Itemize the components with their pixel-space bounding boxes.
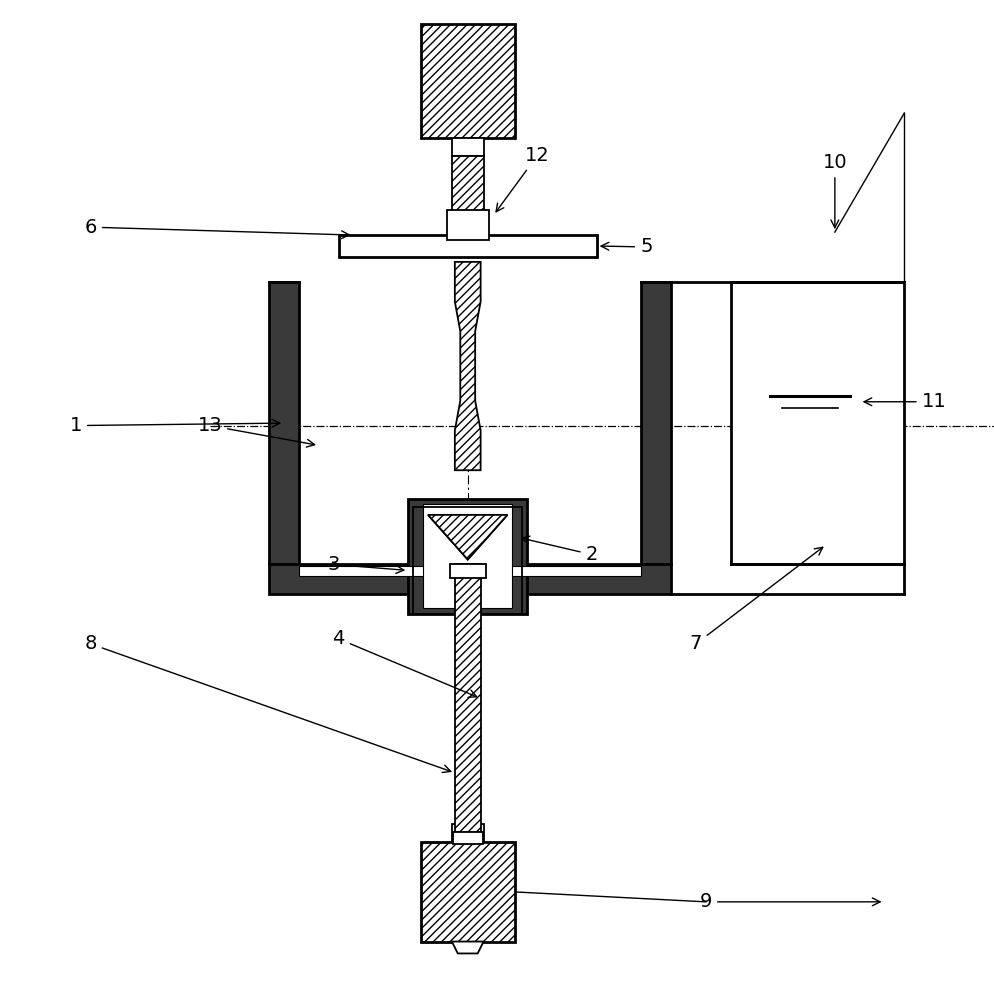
Bar xyxy=(269,564,671,594)
Polygon shape xyxy=(454,262,480,470)
Bar xyxy=(454,564,480,832)
Text: 8: 8 xyxy=(84,634,450,772)
Bar xyxy=(451,824,483,842)
Text: 5: 5 xyxy=(600,237,652,256)
Bar xyxy=(641,282,671,564)
Bar xyxy=(451,156,483,235)
Polygon shape xyxy=(451,942,483,953)
Polygon shape xyxy=(427,515,507,560)
Bar xyxy=(451,138,483,156)
Text: 6: 6 xyxy=(84,218,349,239)
Text: 3: 3 xyxy=(327,555,404,574)
Text: 11: 11 xyxy=(863,392,945,411)
Text: 10: 10 xyxy=(822,153,846,228)
Bar xyxy=(420,842,514,942)
Bar xyxy=(452,832,482,844)
Bar xyxy=(269,282,299,564)
Text: 12: 12 xyxy=(496,146,549,212)
Bar xyxy=(408,499,527,614)
Bar xyxy=(413,507,522,614)
Bar xyxy=(422,504,512,608)
Bar xyxy=(730,282,904,564)
Bar xyxy=(338,235,596,257)
Bar xyxy=(449,564,485,578)
Text: 13: 13 xyxy=(197,416,314,447)
Text: 9: 9 xyxy=(699,892,880,911)
Text: 1: 1 xyxy=(70,416,279,435)
Text: 4: 4 xyxy=(332,629,476,697)
Bar xyxy=(299,566,641,576)
Text: 2: 2 xyxy=(521,536,597,564)
Polygon shape xyxy=(427,515,507,560)
Bar xyxy=(446,210,488,240)
Bar xyxy=(420,24,514,138)
Text: 7: 7 xyxy=(689,547,822,653)
